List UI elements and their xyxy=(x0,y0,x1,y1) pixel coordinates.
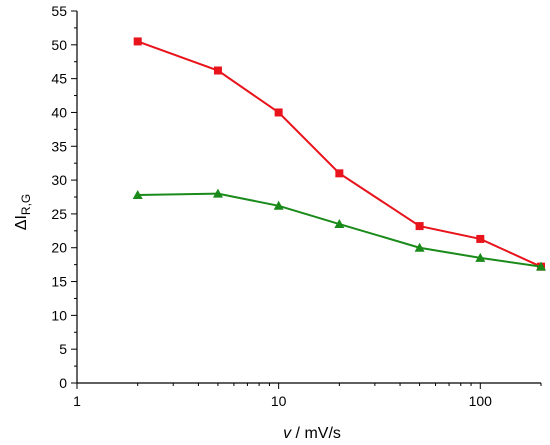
axis-ticks: 0 5 10 15 20 25 30 35 40 45 50 55 1 10 100 xyxy=(51,3,542,409)
x-axis-title-unit: / mV/s xyxy=(291,425,341,442)
x-axis-title-var: v xyxy=(283,425,292,442)
y-tick-label: 35 xyxy=(51,138,67,154)
data-point-triangle xyxy=(475,252,486,262)
y-tick-label: 40 xyxy=(51,104,67,120)
data-point-square xyxy=(213,66,222,75)
data-point-triangle xyxy=(132,189,143,199)
y-tick-label: 30 xyxy=(51,172,67,188)
series-line-1 xyxy=(137,40,542,268)
x-tick-label: 1 xyxy=(73,393,81,409)
data-point-triangle xyxy=(273,200,284,210)
y-tick-label: 0 xyxy=(59,375,67,391)
data-point-square xyxy=(476,234,485,243)
y-axis-title: ΔIR,G xyxy=(13,194,33,230)
y-tick-label: 55 xyxy=(51,3,67,19)
y-tick-label: 50 xyxy=(51,37,67,53)
data-point-square xyxy=(274,108,283,117)
data-point-square xyxy=(415,222,424,231)
data-point-triangle xyxy=(212,188,223,198)
y-tick-label: 25 xyxy=(51,206,67,222)
data-point-triangle xyxy=(414,242,425,252)
series-layer xyxy=(132,37,546,271)
axes xyxy=(76,11,541,384)
y-axis-title-sub: R,G xyxy=(19,194,33,215)
data-point-triangle xyxy=(334,219,345,229)
y-axis-title-main: ΔI xyxy=(13,215,30,230)
data-point-square xyxy=(133,37,142,46)
y-tick-label: 20 xyxy=(51,240,67,256)
data-point-square xyxy=(335,169,344,178)
x-tick-label: 10 xyxy=(271,393,287,409)
y-tick-label: 15 xyxy=(51,274,67,290)
x-tick-label: 100 xyxy=(469,393,493,409)
data-point-triangle xyxy=(536,261,546,271)
y-tick-label: 45 xyxy=(51,71,67,87)
y-tick-label: 5 xyxy=(59,341,67,357)
x-axis-title: v / mV/s xyxy=(283,425,341,442)
y-tick-label: 10 xyxy=(51,307,67,323)
